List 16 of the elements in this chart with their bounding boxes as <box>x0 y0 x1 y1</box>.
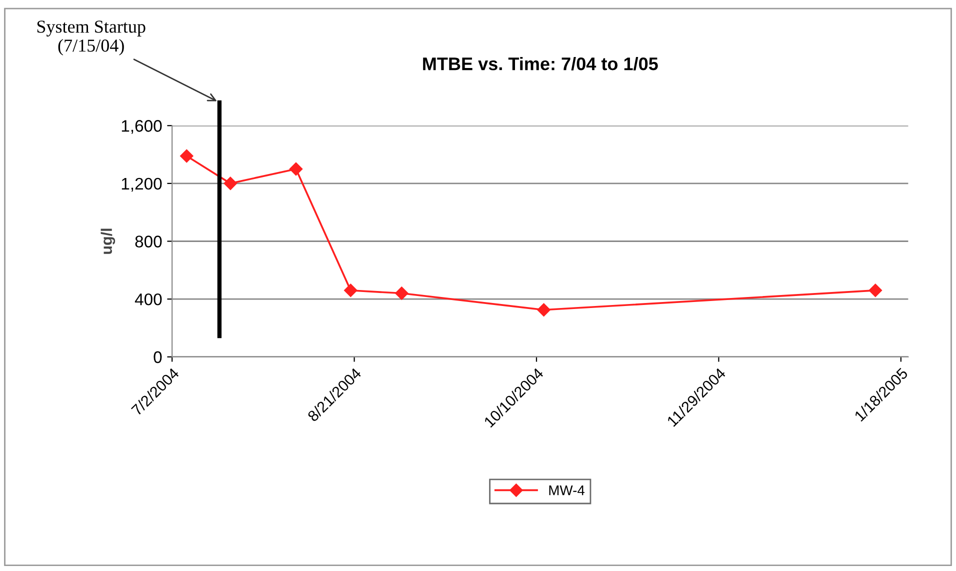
point <box>395 286 408 300</box>
ref-line-label: System Startup (7/15/04) <box>37 20 146 56</box>
y-tick-label: 1,200 <box>122 178 162 192</box>
point <box>180 149 194 163</box>
point <box>344 284 358 297</box>
point <box>289 162 303 176</box>
y-tick-label: 0 <box>154 351 162 364</box>
y-tick-label: 1,600 <box>122 120 162 134</box>
y-tick-label: 400 <box>134 293 162 306</box>
point <box>868 284 882 297</box>
y-tick-label: 800 <box>135 236 162 248</box>
legend-label: MW-4 <box>549 486 585 496</box>
chart-title: MTBE vs. Time: 7/04 to 1/05 <box>423 56 658 70</box>
y-axis-title: ug/l <box>100 228 116 254</box>
point <box>224 176 237 190</box>
point <box>537 303 550 316</box>
